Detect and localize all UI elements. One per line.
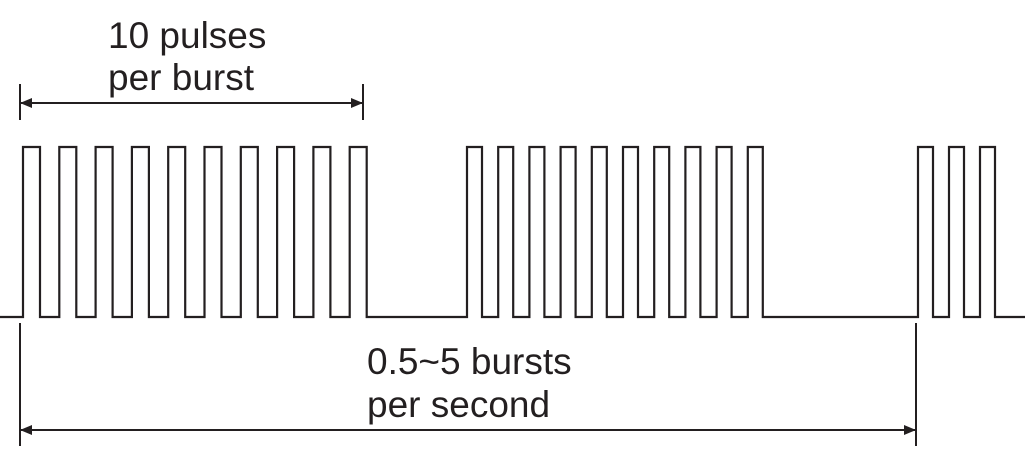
burst-label-line1: 10 pulses [108, 15, 267, 56]
pulse-waveform [0, 145, 1025, 319]
burst-label-line2: per burst [108, 57, 255, 98]
rate-label-line2: per second [367, 384, 551, 425]
rate-label-line1: 0.5~5 bursts [367, 341, 572, 382]
